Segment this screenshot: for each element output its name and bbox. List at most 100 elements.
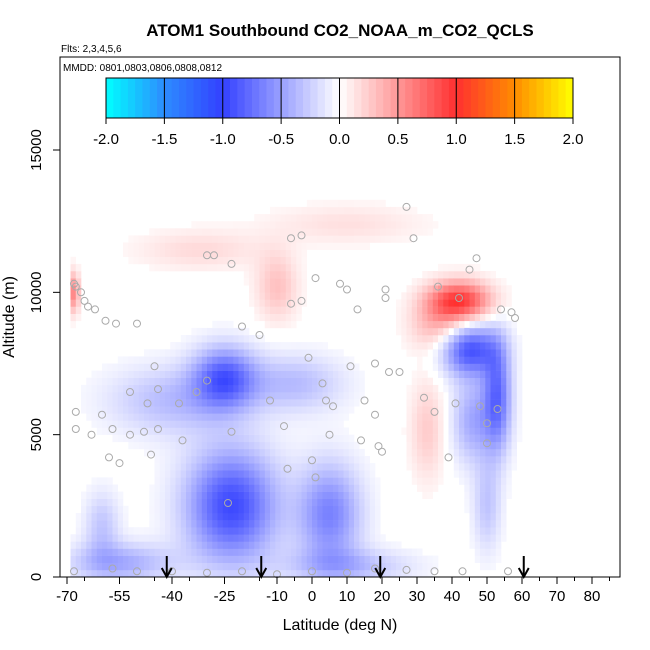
field-cell xyxy=(448,363,454,371)
field-cell xyxy=(212,413,218,421)
field-cell xyxy=(506,384,512,393)
field-cell xyxy=(186,384,192,393)
field-cell xyxy=(96,548,103,556)
field-cell xyxy=(270,384,276,393)
profile-point xyxy=(101,316,110,325)
field-cell xyxy=(128,356,134,364)
field-cell xyxy=(175,228,181,236)
field-cell xyxy=(175,427,181,435)
field-cell xyxy=(301,448,307,457)
field-cell xyxy=(516,335,523,343)
field-cell xyxy=(217,491,223,499)
field-cell xyxy=(490,406,496,414)
field-cell xyxy=(238,263,244,272)
field-cell xyxy=(516,392,523,400)
field-cell xyxy=(280,505,286,514)
field-cell xyxy=(196,470,202,478)
field-cell xyxy=(296,384,302,393)
field-cell xyxy=(96,534,103,542)
field-cell xyxy=(275,420,281,428)
field-cell xyxy=(495,477,502,485)
field-cell xyxy=(359,484,365,492)
field-cell xyxy=(495,420,502,428)
field-cell xyxy=(196,356,202,364)
field-cell xyxy=(91,420,97,428)
field-cell xyxy=(480,271,486,279)
field-cell xyxy=(249,271,255,279)
field-cell xyxy=(175,349,181,357)
profile-point xyxy=(168,567,176,576)
field-cell xyxy=(516,356,523,364)
field-cell xyxy=(417,399,423,407)
field-cell xyxy=(480,413,486,421)
field-cell xyxy=(133,406,139,414)
field-cell xyxy=(144,384,150,393)
colorbar-cell xyxy=(507,78,516,118)
field-cell xyxy=(464,263,470,272)
field-cell xyxy=(506,470,512,478)
field-cell xyxy=(243,555,250,563)
field-cell xyxy=(333,470,339,478)
field-cell xyxy=(280,484,286,492)
field-cell xyxy=(180,235,187,243)
colorbar-cell xyxy=(200,78,209,118)
field-cell xyxy=(222,498,229,507)
field-cell xyxy=(75,520,82,528)
field-cell xyxy=(291,420,297,428)
y-tick-label: 10000 xyxy=(28,271,45,313)
field-cell xyxy=(212,228,218,236)
field-cell xyxy=(165,534,171,542)
field-cell xyxy=(453,306,460,314)
field-cell xyxy=(469,306,475,314)
field-cell xyxy=(180,349,187,357)
field-cell xyxy=(133,242,139,250)
field-cell xyxy=(291,548,297,556)
field-cell xyxy=(270,306,276,314)
field-cell xyxy=(259,470,265,478)
field-cell xyxy=(233,249,239,257)
field-cell xyxy=(333,520,339,528)
field-cell xyxy=(469,313,475,322)
field-cell xyxy=(96,520,103,528)
field-cell xyxy=(285,569,292,578)
field-cell xyxy=(123,555,129,563)
field-cell xyxy=(296,498,302,507)
field-cell xyxy=(306,498,313,507)
flights-label: Flts: 2,3,4,5,6 xyxy=(61,44,122,55)
field-cell xyxy=(406,384,412,393)
field-cell xyxy=(354,363,360,371)
field-cell xyxy=(501,441,507,450)
field-cell xyxy=(354,470,360,478)
field-cell xyxy=(128,569,134,578)
field-cell xyxy=(275,278,281,286)
field-cell xyxy=(270,370,276,378)
profile-point xyxy=(105,453,113,462)
field-cell xyxy=(296,441,302,450)
field-cell xyxy=(149,434,155,443)
field-cell xyxy=(301,271,307,279)
field-cell xyxy=(254,285,260,293)
field-cell xyxy=(233,513,239,521)
field-cell xyxy=(175,384,181,393)
field-cell xyxy=(186,548,192,556)
field-cell xyxy=(165,363,171,371)
field-cell xyxy=(348,406,355,414)
field-cell xyxy=(359,569,365,578)
field-cell xyxy=(154,527,160,535)
field-cell xyxy=(217,527,223,535)
field-cell xyxy=(312,406,318,414)
field-cell xyxy=(285,456,292,464)
field-cell xyxy=(291,221,297,229)
field-cell xyxy=(380,206,386,215)
field-cell xyxy=(438,271,444,279)
field-cell xyxy=(375,527,381,535)
field-cell xyxy=(327,555,334,563)
field-cell xyxy=(217,520,223,528)
field-cell xyxy=(149,569,155,578)
field-cell xyxy=(102,513,108,521)
profile-point xyxy=(329,402,337,411)
field-cell xyxy=(474,413,481,421)
field-cell xyxy=(417,555,423,563)
field-cell xyxy=(480,463,486,471)
